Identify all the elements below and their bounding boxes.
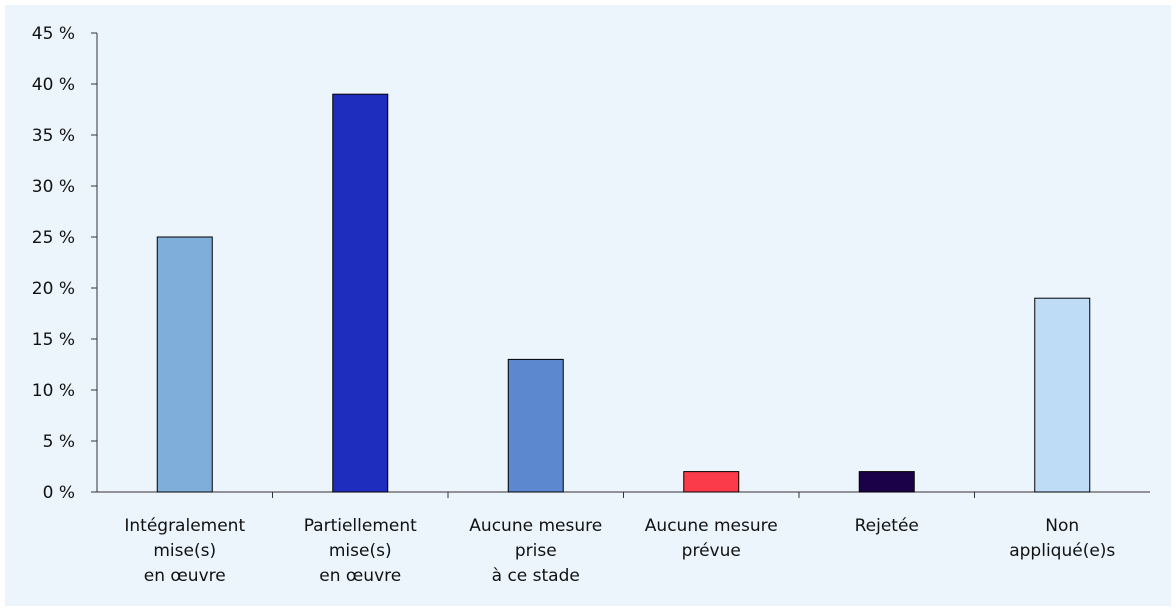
y-tick-label: 5 %	[43, 432, 75, 452]
x-category-label: Aucune mesure prise à ce stade	[469, 516, 602, 586]
bar	[858, 471, 915, 493]
x-category-label: Intégralement mise(s) en œuvre	[124, 516, 245, 586]
y-tick-label: 30 %	[32, 177, 75, 197]
y-tick-label: 25 %	[32, 228, 75, 248]
y-tick-label: 40 %	[32, 75, 75, 95]
bar	[507, 358, 564, 493]
y-tick-label: 35 %	[32, 126, 75, 146]
y-tick-label: 10 %	[32, 381, 75, 401]
bar	[683, 471, 740, 493]
x-category-label: Partiellement mise(s) en œuvre	[304, 516, 417, 586]
x-category-label: Aucune mesure prévue	[645, 516, 778, 561]
y-tick-label: 45 %	[32, 24, 75, 44]
x-category-label: Rejetée	[855, 516, 919, 536]
y-tick-label: 0 %	[43, 483, 75, 503]
y-tick-label: 20 %	[32, 279, 75, 299]
x-category-label: Non appliqué(e)s	[1009, 516, 1115, 561]
bar	[1034, 297, 1091, 493]
y-tick-label: 15 %	[32, 330, 75, 350]
bar	[156, 236, 213, 493]
bar	[332, 93, 389, 493]
